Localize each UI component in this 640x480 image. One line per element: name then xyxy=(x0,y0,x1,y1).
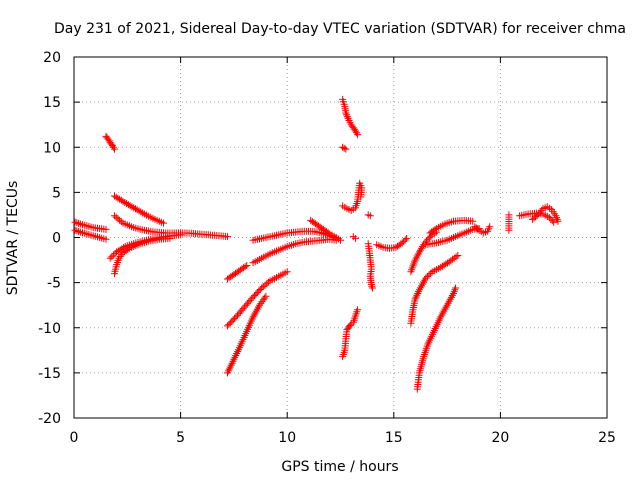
series-arc-4 xyxy=(111,192,167,227)
series-arc-8 xyxy=(224,262,251,283)
series-arc-23 xyxy=(407,252,462,327)
data-point-marks xyxy=(339,143,350,153)
series-arc-13 xyxy=(307,216,344,244)
data-point-marks xyxy=(249,235,340,267)
series-arc-27 xyxy=(471,223,494,237)
series-arc-17 xyxy=(339,306,362,361)
y-tick-label: 0 xyxy=(52,231,61,247)
series-arc-19 xyxy=(364,211,374,220)
data-point-marks xyxy=(505,211,513,234)
data-point-marks xyxy=(413,284,460,393)
data-point-marks xyxy=(307,216,344,244)
series-arc-18 xyxy=(349,233,359,242)
data-point-marks xyxy=(407,228,440,276)
x-tick-label: 0 xyxy=(70,430,79,446)
series-arc-7 xyxy=(111,234,174,278)
data-point-marks xyxy=(426,216,477,237)
data-points xyxy=(71,95,562,393)
x-tick-label: 20 xyxy=(491,430,509,446)
data-point-marks xyxy=(339,306,362,361)
y-tick-label: 5 xyxy=(52,185,61,201)
y-tick-label: -20 xyxy=(38,411,61,427)
series-arc-25 xyxy=(422,225,483,249)
data-point-marks xyxy=(224,268,291,330)
y-tick-label: 20 xyxy=(43,50,61,66)
y-tick-label: 10 xyxy=(43,140,61,156)
data-point-marks xyxy=(339,95,362,139)
data-point-marks xyxy=(102,132,118,153)
series-arc-28 xyxy=(505,211,513,234)
data-point-marks xyxy=(528,203,562,225)
series-arc-21 xyxy=(373,234,411,252)
series-arc-24 xyxy=(413,284,460,393)
data-point-marks xyxy=(349,233,359,242)
series-arc-26 xyxy=(426,216,477,237)
series-arc-12 xyxy=(249,235,340,267)
data-point-marks xyxy=(111,234,174,278)
series-arc-16 xyxy=(339,179,366,214)
data-point-marks xyxy=(224,292,270,377)
data-point-marks xyxy=(364,240,376,292)
data-point-marks xyxy=(224,262,251,283)
y-tick-label: -15 xyxy=(38,366,61,382)
data-point-marks xyxy=(339,179,366,214)
y-tick-label: -5 xyxy=(47,276,61,292)
data-point-marks xyxy=(364,211,374,220)
x-tick-label: 5 xyxy=(176,430,185,446)
data-point-marks xyxy=(71,226,110,243)
series-arc-15 xyxy=(339,143,350,153)
series-arc-20 xyxy=(364,240,376,292)
x-tick-label: 15 xyxy=(385,430,403,446)
y-tick-label: 15 xyxy=(43,95,61,111)
gridlines xyxy=(74,57,607,418)
series-arc-1 xyxy=(71,218,110,233)
x-axis-label: GPS time / hours xyxy=(281,459,398,475)
series-arc-2 xyxy=(71,226,110,243)
series-arc-10 xyxy=(224,268,291,330)
chart-title: Day 231 of 2021, Sidereal Day-to-day VTE… xyxy=(54,21,626,37)
series-arc-14 xyxy=(339,95,362,139)
y-tick-label: -10 xyxy=(38,321,61,337)
data-point-marks xyxy=(407,252,462,327)
series-arc-3 xyxy=(102,132,118,153)
data-point-marks xyxy=(422,225,483,249)
data-point-marks xyxy=(373,234,411,252)
y-axis-label: SDTVAR / TECUs xyxy=(5,181,21,296)
axis-ticks: 0 5 10 15 20 25 -20 -15 -10 -5 0 5 10 15 20 xyxy=(38,50,616,446)
data-point-marks xyxy=(111,192,167,227)
x-tick-label: 25 xyxy=(598,430,616,446)
series-arc-22 xyxy=(407,228,440,276)
data-point-marks xyxy=(471,223,494,237)
series-arc-30 xyxy=(528,203,562,225)
series-arc-9 xyxy=(224,292,270,377)
data-point-marks xyxy=(71,218,110,233)
x-tick-label: 10 xyxy=(278,430,296,446)
